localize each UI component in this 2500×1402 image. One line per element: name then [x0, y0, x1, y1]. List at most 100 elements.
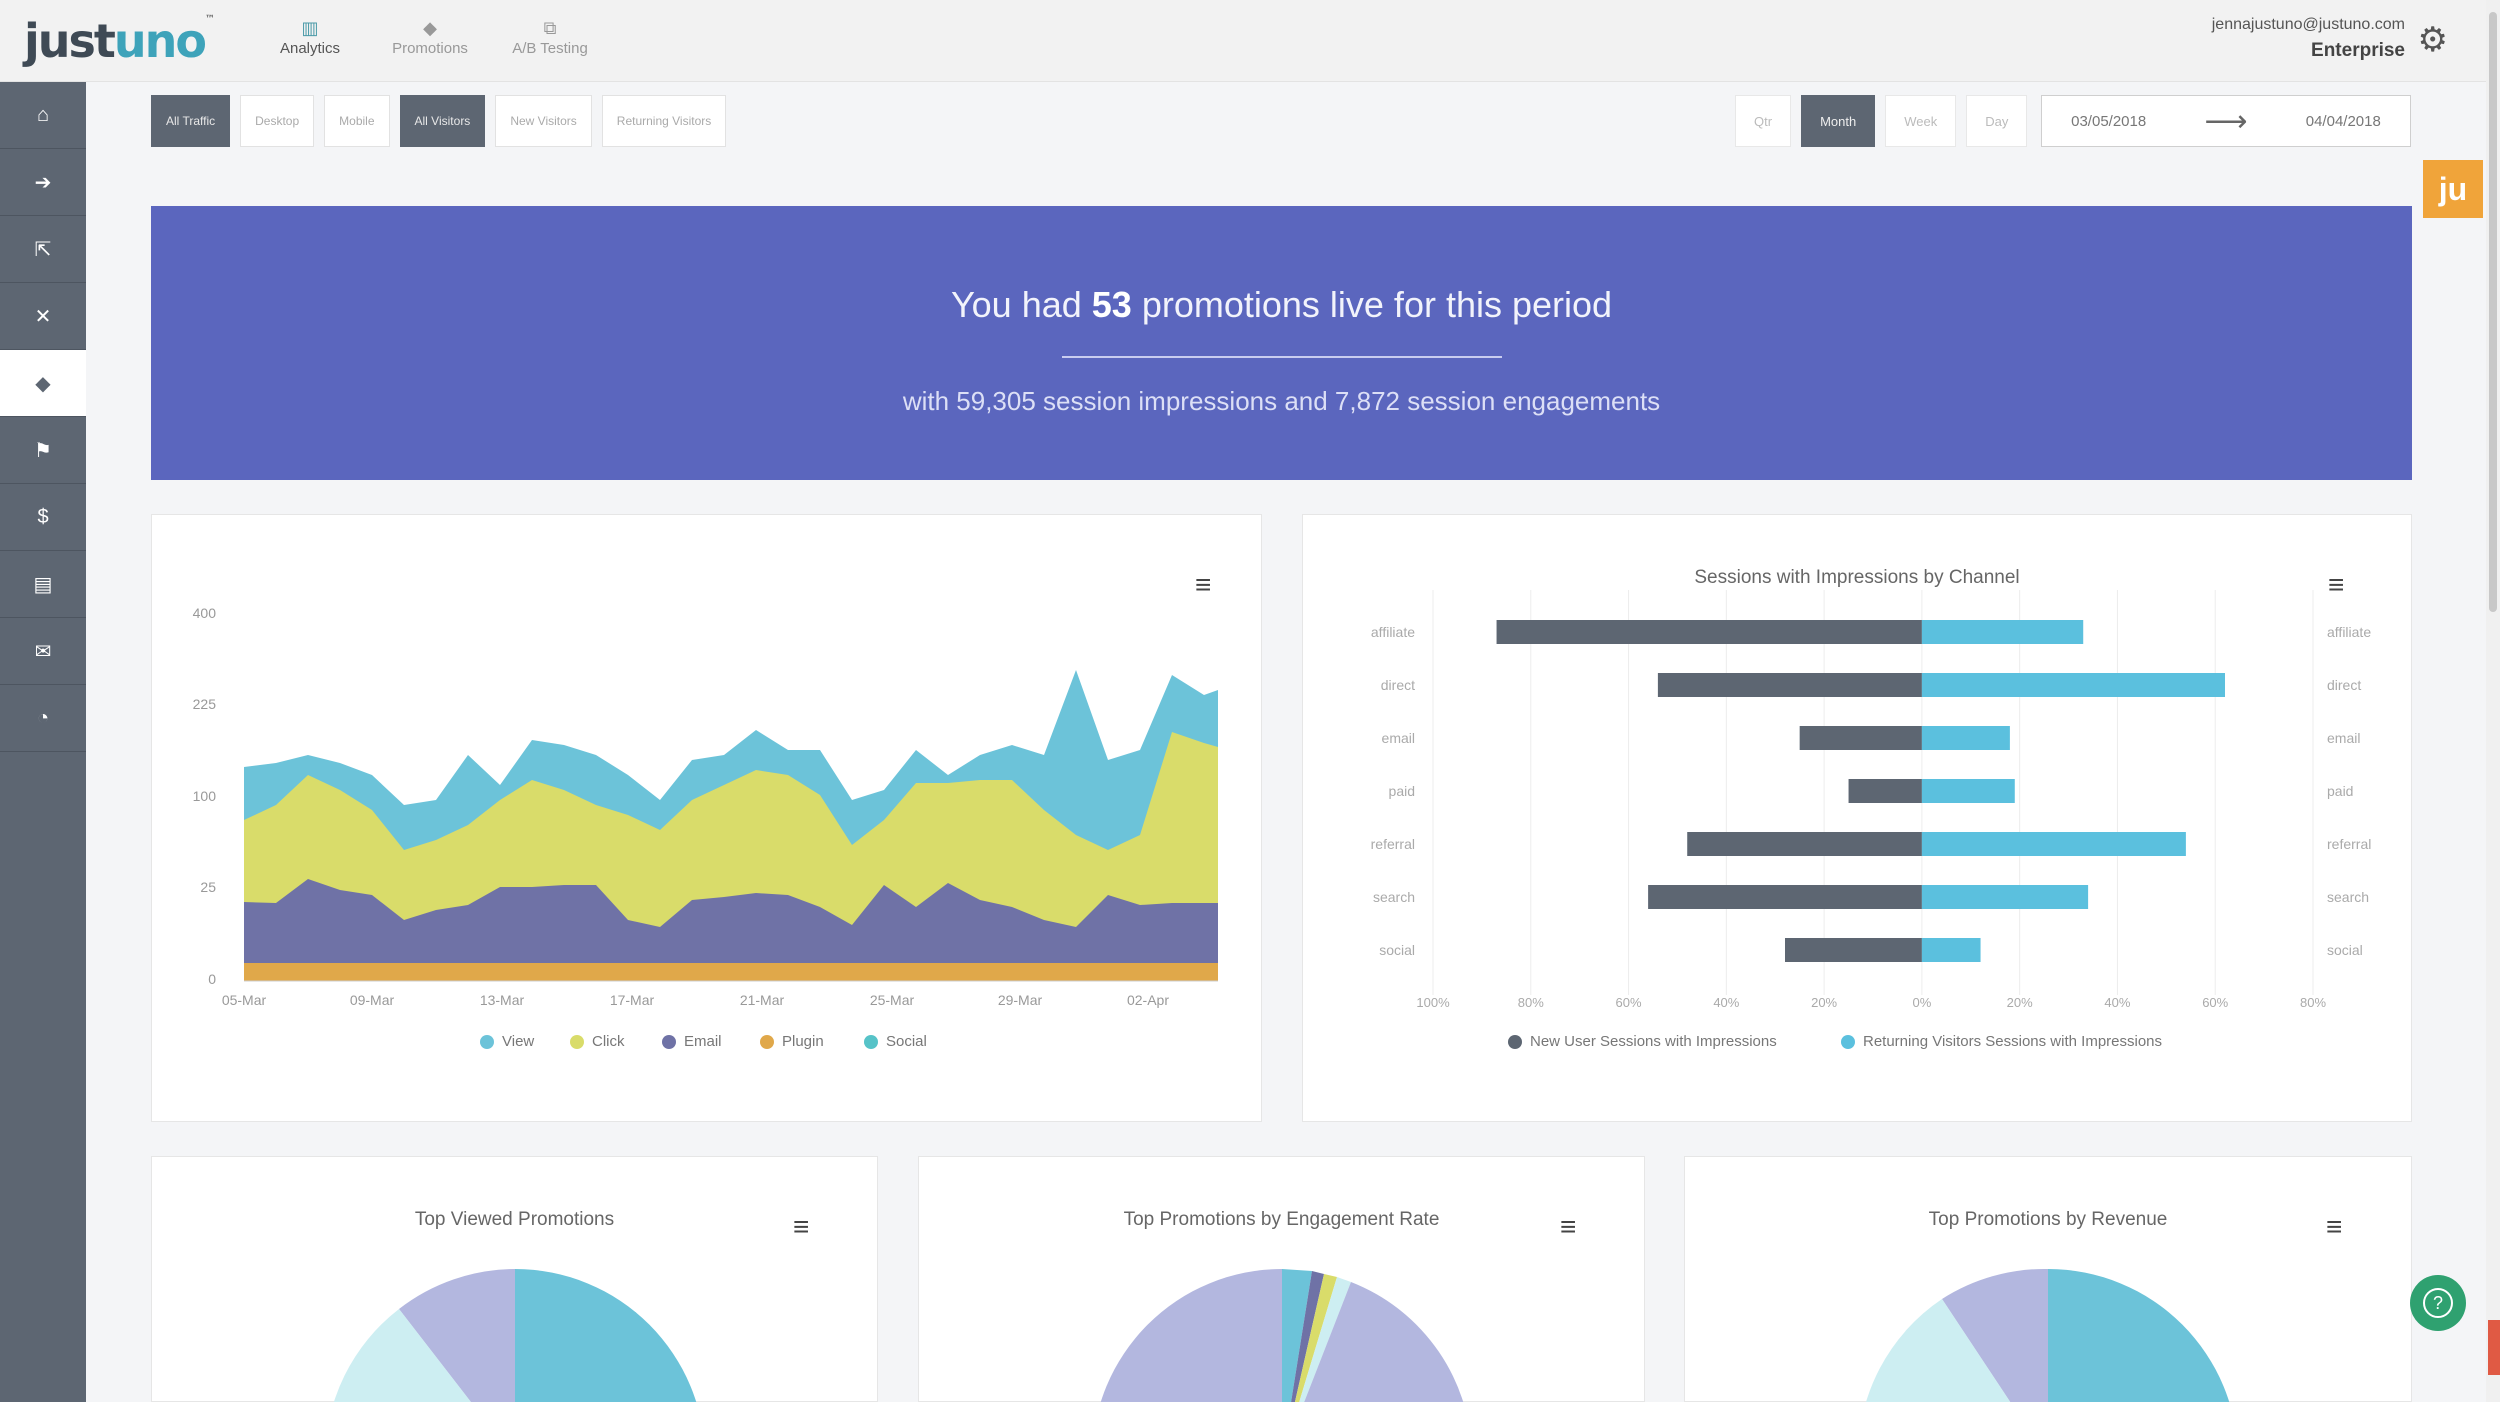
- pie-chart: [1100, 1269, 1464, 1402]
- period-day[interactable]: Day: [1966, 95, 2028, 147]
- bar-chart-icon: ▥: [301, 18, 319, 38]
- bar: [1921, 620, 2084, 644]
- pie-slice: [1866, 1299, 2011, 1402]
- bar: [1921, 726, 2010, 750]
- feedback-tab[interactable]: [2488, 1320, 2500, 1375]
- chart-title: Top Viewed Promotions: [414, 1209, 615, 1230]
- hamburger-menu-icon[interactable]: ≡: [1560, 1211, 1577, 1242]
- x-tick-label: 13-Mar: [480, 992, 525, 1008]
- arrow-right-icon: ⟶: [2204, 104, 2248, 138]
- sidebar-item-external[interactable]: ⇱: [0, 216, 86, 283]
- period-qtr[interactable]: Qtr: [1735, 95, 1792, 147]
- user-info[interactable]: jennajustuno@justuno.com Enterprise: [2212, 16, 2405, 62]
- filter-desktop[interactable]: Desktop: [240, 95, 315, 147]
- nav-analytics[interactable]: ▥ Analytics: [250, 18, 370, 57]
- ab-testing-icon: ⧉: [543, 18, 557, 38]
- sidebar-item-promotions[interactable]: ◆: [0, 350, 86, 417]
- chart-title: Sessions with Impressions by Channel: [1694, 567, 2020, 588]
- x-tick-label: 40%: [2104, 995, 2130, 1010]
- bar: [1657, 673, 1922, 697]
- bar: [1921, 779, 2015, 803]
- y-tick-label: 100: [193, 788, 217, 804]
- sidebar-item-email[interactable]: ✉: [0, 618, 86, 685]
- bar: [1799, 726, 1922, 750]
- top-engagement-rate-panel: Top Promotions by Engagement Rate ≡: [918, 1156, 1645, 1402]
- diverging-bar-chart: 100% 80% 60% 40% 20% 0% 20% 40% 60% 80% affiliate a…: [1371, 590, 2371, 1010]
- series-area-email: [244, 879, 1218, 981]
- sidebar-item-flag[interactable]: ⚑: [0, 417, 86, 484]
- help-button[interactable]: ?: [2410, 1275, 2466, 1331]
- x-tick-label: 20%: [2007, 995, 2033, 1010]
- x-tick-label: 05-Mar: [222, 992, 267, 1008]
- category-label: affiliate: [2327, 624, 2371, 640]
- category-label: referral: [2327, 836, 2371, 852]
- gear-icon[interactable]: ⚙: [2417, 21, 2448, 59]
- bar: [1496, 620, 1922, 644]
- date-to[interactable]: 04/04/2018: [2305, 112, 2381, 130]
- dollar-icon: $: [37, 505, 49, 528]
- bar: [1921, 885, 2089, 909]
- legend-view[interactable]: View: [480, 1033, 534, 1050]
- x-tick-label: 60%: [2202, 995, 2228, 1010]
- pie-slice: [1942, 1268, 2048, 1402]
- chart-title: Top Promotions by Engagement Rate: [1123, 1209, 1440, 1230]
- x-tick-labels: 05-Mar 09-Mar 13-Mar 17-Mar 21-Mar 25-Ma…: [222, 992, 1170, 1008]
- y-tick-label: 400: [193, 605, 217, 621]
- category-label: search: [1373, 889, 1415, 905]
- date-range-picker[interactable]: 03/05/2018 ⟶ 04/04/2018: [2041, 95, 2411, 147]
- x-tick-label: 09-Mar: [350, 992, 395, 1008]
- pie-slice: [1304, 1282, 1464, 1402]
- sidebar-item-crosshair[interactable]: ✕: [0, 283, 86, 350]
- x-tick-label: 20%: [1811, 995, 1837, 1010]
- date-from[interactable]: 03/05/2018: [2071, 112, 2147, 130]
- top-viewed-promotions-panel: Top Viewed Promotions ≡: [151, 1156, 878, 1402]
- hamburger-menu-icon[interactable]: ≡: [2328, 569, 2345, 600]
- pie-slice: [333, 1309, 471, 1402]
- period-selector: Qtr Month Week Day: [1735, 95, 2028, 147]
- sidebar-item-cart[interactable]: ▤: [0, 551, 86, 618]
- scrollbar-thumb[interactable]: [2489, 12, 2497, 612]
- period-month[interactable]: Month: [1801, 95, 1876, 147]
- filter-all-visitors[interactable]: All Visitors: [399, 95, 486, 147]
- sidebar-item-sign-in[interactable]: ➔: [0, 149, 86, 216]
- filter-mobile[interactable]: Mobile: [324, 95, 390, 147]
- sidebar-item-revenue[interactable]: $: [0, 484, 86, 551]
- chart-title: Top Promotions by Revenue: [1928, 1209, 2168, 1230]
- y-tick-label: 0: [208, 971, 216, 987]
- sidebar-item-home[interactable]: ⌂: [0, 82, 86, 149]
- legend-new-user-sessions[interactable]: New User Sessions with Impressions: [1508, 1033, 1777, 1050]
- legend-email[interactable]: Email: [662, 1033, 722, 1050]
- crosshair-icon: ✕: [34, 305, 52, 328]
- ju-widget-button[interactable]: ju: [2423, 160, 2483, 218]
- hamburger-menu-icon[interactable]: ≡: [793, 1211, 810, 1242]
- legend-plugin[interactable]: Plugin: [760, 1033, 824, 1050]
- legend-social[interactable]: Social: [864, 1033, 927, 1050]
- envelope-icon: ✉: [34, 640, 52, 663]
- category-label: paid: [2327, 783, 2353, 799]
- summary-subtext: with 59,305 session impressions and 7,87…: [902, 386, 1661, 416]
- filter-all-traffic[interactable]: All Traffic: [151, 95, 231, 147]
- hamburger-menu-icon[interactable]: ≡: [1195, 569, 1212, 600]
- nav-ab-testing[interactable]: ⧉ A/B Testing: [490, 18, 610, 57]
- summary-headline: You had 53 promotions live for this peri…: [950, 284, 1613, 325]
- filter-new-visitors[interactable]: New Visitors: [495, 95, 592, 147]
- external-link-icon: ⇱: [34, 238, 52, 261]
- hamburger-menu-icon[interactable]: ≡: [2326, 1211, 2343, 1242]
- justuno-logo[interactable]: justuno™: [24, 14, 215, 68]
- page-scrollbar[interactable]: [2486, 0, 2500, 1402]
- x-tick-label: 80%: [1518, 995, 1544, 1010]
- filter-returning-visitors[interactable]: Returning Visitors: [601, 95, 727, 147]
- pie-chart: [1866, 1268, 2230, 1402]
- sidebar-item-dashboard[interactable]: ◔: [0, 685, 86, 752]
- category-label: referral: [1371, 836, 1415, 852]
- sidebar: ⌂ ➔ ⇱ ✕ ◆ ⚑ $ ▤ ✉ ◔: [0, 82, 86, 1402]
- category-label: affiliate: [1371, 624, 1415, 640]
- x-tick-label: 02-Apr: [1127, 992, 1169, 1008]
- legend-click[interactable]: Click: [570, 1033, 625, 1050]
- legend-returning-sessions[interactable]: Returning Visitors Sessions with Impress…: [1841, 1033, 2162, 1050]
- nav-promotions[interactable]: ◆ Promotions: [370, 18, 490, 57]
- period-week[interactable]: Week: [1885, 95, 1957, 147]
- pie-slice: [2048, 1269, 2230, 1402]
- top-nav: ▥ Analytics ◆ Promotions ⧉ A/B Testing: [250, 18, 610, 57]
- bar: [1921, 673, 2225, 697]
